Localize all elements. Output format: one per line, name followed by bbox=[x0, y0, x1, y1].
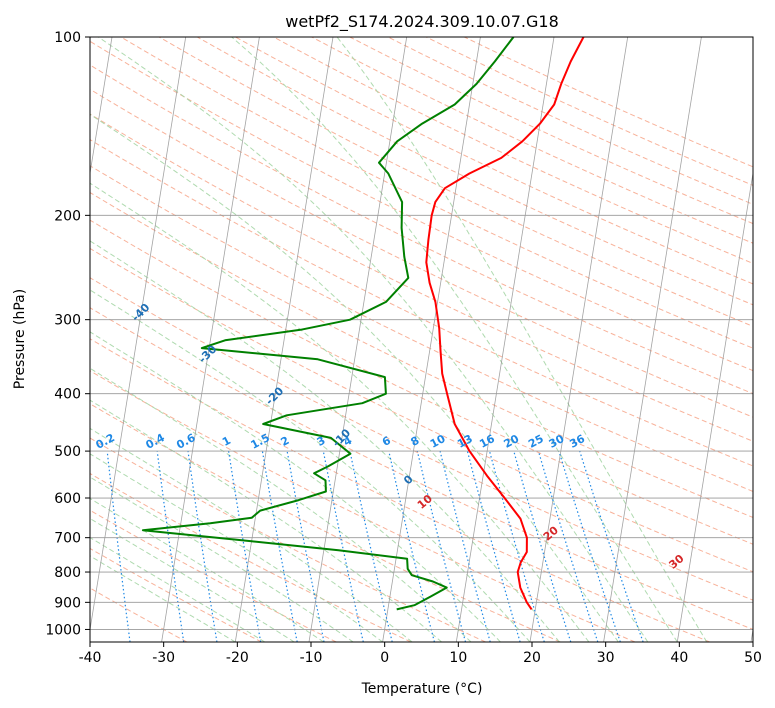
moist-adiabat-line bbox=[90, 240, 560, 642]
dry-adiabat-line bbox=[90, 509, 337, 642]
mixing-ratio-line bbox=[106, 451, 131, 642]
x-tick-label: 10 bbox=[449, 650, 467, 666]
y-tick-label: 500 bbox=[54, 444, 81, 460]
mixing-ratio-line bbox=[228, 451, 262, 642]
x-tick-label: -20 bbox=[226, 650, 249, 666]
x-tick-label: 20 bbox=[523, 650, 541, 666]
mixing-ratio-line bbox=[388, 450, 435, 642]
moist-adiabat-line bbox=[90, 289, 531, 642]
dry-adiabat-line bbox=[90, 247, 753, 573]
mixing-ratio-lines bbox=[106, 450, 644, 642]
mixing-ratio-label: 30 bbox=[547, 432, 567, 451]
y-tick-label: 600 bbox=[54, 491, 81, 507]
dry-adiabat-line bbox=[90, 277, 753, 601]
dry-adiabat-line bbox=[235, 37, 753, 285]
x-tick-label: -30 bbox=[152, 650, 175, 666]
y-tick-label: 100 bbox=[54, 30, 81, 46]
mixing-ratio-label: 20 bbox=[502, 432, 522, 451]
y-tick-label: 1000 bbox=[45, 622, 81, 638]
chart-title: wetPf2_S174.2024.309.10.07.G18 bbox=[285, 12, 559, 32]
moist-adiabat-line bbox=[90, 476, 354, 642]
y-axis-label: Pressure (hPa) bbox=[12, 289, 28, 389]
mixing-ratio-line bbox=[558, 450, 621, 642]
mixing-ratio-line bbox=[349, 450, 393, 642]
moist-adiabat-line bbox=[90, 399, 442, 642]
mixing-ratio-line bbox=[488, 450, 545, 642]
mixing-ratio-line bbox=[322, 450, 364, 642]
mixing-ratio-label: 36 bbox=[567, 432, 587, 451]
dry-adiabat-line bbox=[90, 113, 753, 442]
x-tick-label: 30 bbox=[597, 650, 615, 666]
plot-frame bbox=[89, 36, 754, 643]
moist-adiabats bbox=[90, 37, 708, 642]
dewpoint-profile bbox=[141, 37, 515, 611]
isotherm-line bbox=[90, 37, 187, 633]
x-tick-label: -40 bbox=[79, 650, 102, 666]
dry-adiabat-line bbox=[464, 37, 753, 168]
mixing-ratio-line bbox=[187, 451, 218, 642]
mixing-ratio-line bbox=[513, 450, 572, 642]
dry-adiabat-line bbox=[273, 37, 753, 264]
mixing-ratio-label: 13 bbox=[455, 432, 475, 451]
isotherm-line bbox=[382, 37, 481, 642]
mixing-ratio-line bbox=[579, 450, 644, 642]
dry-adiabat-line bbox=[120, 37, 753, 349]
x-tick-label: -10 bbox=[300, 650, 323, 666]
isotherm-line bbox=[603, 37, 702, 642]
moist-adiabat-line bbox=[90, 367, 472, 642]
y-tick-label: 700 bbox=[54, 531, 81, 547]
isotherm-line bbox=[676, 170, 753, 642]
dry-adiabat-line bbox=[90, 88, 753, 418]
dry-adiabat-line bbox=[311, 37, 753, 244]
x-axis-label: Temperature (°C) bbox=[361, 681, 483, 697]
mixing-ratio-line bbox=[261, 451, 298, 642]
profile-series bbox=[141, 37, 585, 611]
moist-adiabat-line bbox=[90, 182, 590, 642]
isotherm-line bbox=[529, 37, 629, 642]
moist-adiabat-line bbox=[90, 536, 266, 642]
mixing-ratio-line bbox=[439, 450, 491, 642]
skewt-background-lines bbox=[90, 37, 753, 642]
dry-adiabat-line bbox=[90, 219, 753, 545]
x-tick-label: 40 bbox=[670, 650, 688, 666]
x-tick-label: 0 bbox=[380, 650, 389, 666]
x-tick-label: 50 bbox=[744, 650, 762, 666]
y-axis: 100 200 300 400 500 600 700 800 900 1000 bbox=[45, 30, 90, 638]
y-tick-label: 800 bbox=[54, 565, 81, 581]
mixing-ratio-line bbox=[466, 450, 521, 642]
moist-adiabat-line bbox=[231, 37, 678, 642]
dry-adiabat-line bbox=[425, 37, 753, 186]
mixing-ratio-label: 25 bbox=[526, 432, 546, 451]
isotherm-line bbox=[308, 37, 408, 642]
moist-adiabat-line bbox=[90, 453, 383, 642]
moist-adiabat-line bbox=[98, 37, 649, 642]
isotherm-line bbox=[161, 37, 260, 642]
x-axis: -40 -30 -20 -10 0 10 20 30 40 50 bbox=[79, 642, 762, 666]
mixing-ratio-line bbox=[416, 450, 467, 642]
dry-adiabat-line bbox=[90, 139, 753, 467]
temperature-profile bbox=[425, 37, 585, 610]
dry-adiabat-line bbox=[90, 307, 753, 630]
moist-adiabat-line bbox=[336, 37, 708, 642]
y-tick-label: 900 bbox=[54, 595, 81, 611]
isotherm-line bbox=[455, 37, 555, 642]
mixing-ratio-line bbox=[156, 451, 185, 642]
moist-adiabat-line bbox=[90, 555, 236, 642]
isotherm-line bbox=[90, 37, 113, 176]
mixing-ratio-label: 16 bbox=[477, 432, 497, 451]
y-tick-label: 300 bbox=[54, 313, 81, 329]
dry-adiabat-line bbox=[90, 40, 753, 372]
y-tick-label: 200 bbox=[54, 208, 81, 224]
mixing-ratio-line bbox=[537, 450, 599, 642]
dry-adiabat-line bbox=[90, 338, 710, 642]
mixing-ratio-label: 10 bbox=[428, 432, 448, 451]
dry-adiabat-line bbox=[387, 37, 753, 205]
moist-adiabat-line bbox=[90, 427, 413, 642]
moist-adiabat-line bbox=[90, 113, 619, 642]
y-tick-label: 400 bbox=[54, 387, 81, 403]
